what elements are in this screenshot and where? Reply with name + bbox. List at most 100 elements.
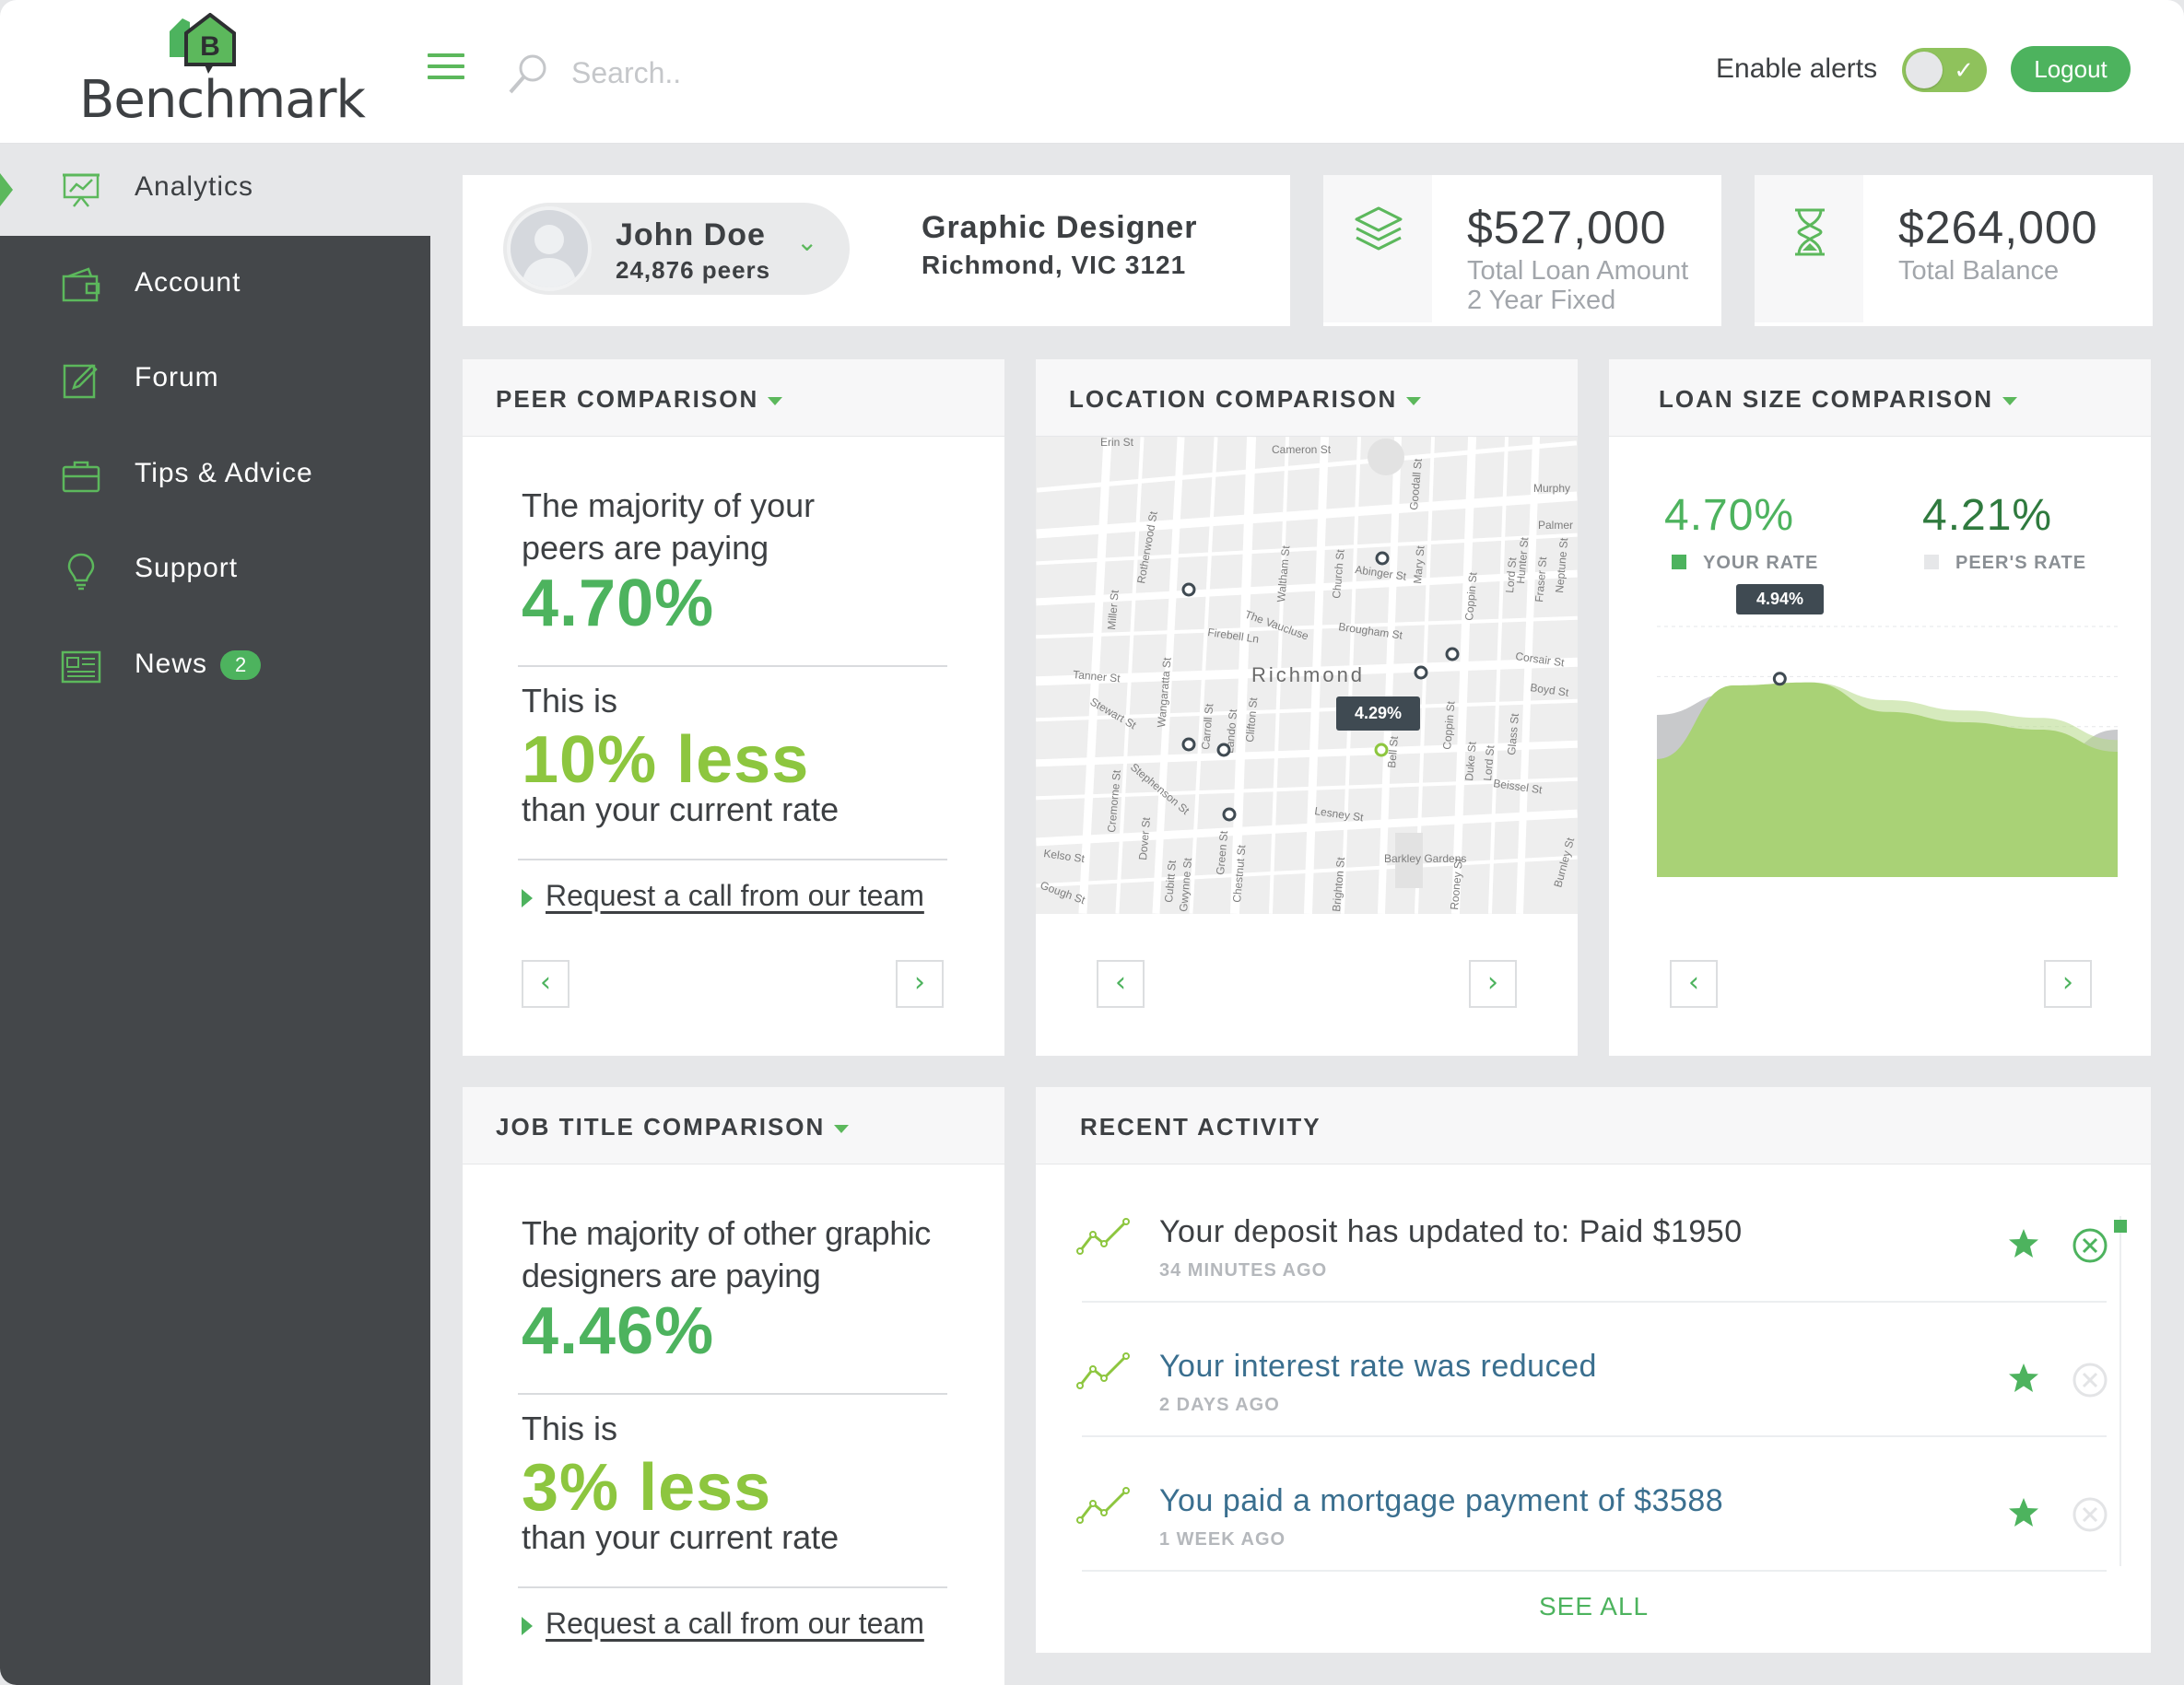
map-street-label: Wangaratta St: [1155, 656, 1174, 728]
activity-scroll-track[interactable]: [2119, 1216, 2121, 1566]
job-title: Graphic Designer: [922, 210, 1198, 245]
sidebar-item-label: News 2: [135, 649, 262, 681]
job-location: Richmond, VIC 3121: [922, 251, 1187, 279]
alerts-toggle[interactable]: ✓: [1902, 48, 1987, 92]
logo-letter: B: [200, 31, 220, 62]
request-call-link[interactable]: Request a call from our team: [522, 879, 924, 913]
map-street-label: Duke St: [1462, 741, 1479, 781]
location-comparison-card: LOCATION COMPARISON: [1036, 359, 1578, 1056]
activity-time: 34 MINUTES AGO: [1159, 1260, 1328, 1281]
card-title-text: LOCATION COMPARISON: [1069, 385, 1398, 413]
card-title-text: LOAN SIZE COMPARISON: [1659, 385, 1994, 413]
sidebar-item-analytics[interactable]: Analytics: [0, 144, 430, 236]
map-street-label: Chestnut St: [1230, 844, 1248, 903]
map-street-label: Carroll St: [1199, 703, 1215, 751]
street-map: Erin St Cameron St Murphy Palmer Rotherw…: [1036, 437, 1578, 914]
job-intro-line2: designers are paying: [522, 1257, 821, 1294]
map-street-label: Tanner St: [1073, 668, 1121, 685]
pencil-edit-icon: [63, 364, 98, 399]
prev-button[interactable]: ‹: [522, 960, 569, 1008]
card-title-text: PEER COMPARISON: [496, 385, 759, 413]
map-pins: [1181, 551, 1460, 822]
sidebar-item-account[interactable]: Account: [0, 240, 430, 332]
map-street-label: Cremorne St: [1105, 769, 1123, 834]
star-icon[interactable]: [2007, 1496, 2040, 1529]
divider: [518, 1393, 947, 1395]
search-input[interactable]: [571, 50, 1032, 96]
sidebar-item-label: Support: [135, 553, 239, 583]
map-pin: [1414, 665, 1428, 680]
recent-activity-card: RECENT ACTIVITY Your deposit has updated…: [1036, 1087, 2151, 1653]
card-title[interactable]: LOCATION COMPARISON: [1069, 385, 1422, 414]
triangle-right-icon: [522, 1616, 533, 1635]
activity-scroll-thumb[interactable]: [2114, 1220, 2127, 1233]
sidebar-item-news[interactable]: News 2: [0, 621, 430, 713]
trend-line-icon: [1076, 1218, 1130, 1255]
loan-size-area-chart: 20212223242526: [1657, 626, 2118, 877]
sidebar-item-label: Forum: [135, 362, 219, 392]
total-balance-card: $264,000 Total Balance: [1755, 175, 2153, 326]
divider: [1082, 1435, 2107, 1437]
map-street-label: Rooney St: [1448, 858, 1465, 911]
sidebar-item-forum[interactable]: Forum: [0, 334, 430, 427]
map-street-label: Mary St: [1411, 544, 1427, 584]
sidebar-item-support[interactable]: Support: [0, 525, 430, 617]
profile-switcher[interactable]: John Doe 24,876 peers ⌄: [503, 203, 850, 295]
total-balance-label: Total Balance: [1898, 256, 2060, 286]
location-map[interactable]: Erin St Cameron St Murphy Palmer Rotherw…: [1036, 437, 1578, 914]
request-call-link[interactable]: Request a call from our team: [522, 1607, 924, 1641]
activity-item[interactable]: Your deposit has updated to: Paid $1950 …: [1076, 1183, 2184, 1317]
chart-tooltip: 4.94%: [1736, 584, 1825, 614]
card-title[interactable]: PEER COMPARISON: [496, 385, 783, 414]
activity-item[interactable]: You paid a mortgage payment of $3588 1 W…: [1076, 1452, 2184, 1586]
map-street-label: Lord St: [1481, 744, 1497, 781]
card-header: JOB TITLE COMPARISON: [463, 1087, 1004, 1164]
job-intro-line1: The majority of other graphic: [522, 1214, 931, 1252]
close-circle-icon[interactable]: [2072, 1362, 2108, 1398]
peer-intro-line1: The majority of your: [522, 486, 816, 524]
map-street-label: Erin St: [1100, 437, 1134, 449]
caret-down-icon: [768, 396, 783, 405]
see-all-link[interactable]: SEE ALL: [1539, 1592, 1650, 1621]
peer-diff-value: 10% less: [522, 723, 810, 797]
divider: [518, 859, 947, 860]
divider: [1082, 1570, 2107, 1572]
peer-intro-text: The majority of your peers are paying: [522, 485, 815, 569]
map-street-label: Green St: [1214, 830, 1230, 876]
map-street-label: Fraser St: [1532, 556, 1549, 603]
menu-toggle-icon[interactable]: [428, 53, 464, 87]
stack-layers-icon: [1355, 206, 1403, 251]
map-street-label: Dover St: [1136, 816, 1153, 860]
activity-item[interactable]: Your interest rate was reduced 2 DAYS AG…: [1076, 1317, 2184, 1452]
benchmark-logo[interactable]: B Benchmark: [79, 13, 366, 130]
check-icon: ✓: [1954, 56, 1974, 84]
prev-button[interactable]: ‹: [1097, 960, 1145, 1008]
activity-title: You paid a mortgage payment of $3588: [1159, 1483, 1724, 1518]
star-icon[interactable]: [2007, 1362, 2040, 1395]
enable-alerts-label: Enable alerts: [1716, 53, 1878, 84]
close-circle-icon[interactable]: [2072, 1496, 2108, 1533]
next-button[interactable]: ›: [1469, 960, 1517, 1008]
card-header: RECENT ACTIVITY: [1036, 1087, 2151, 1164]
activity-title: Your interest rate was reduced: [1159, 1349, 1597, 1384]
card-title[interactable]: LOAN SIZE COMPARISON: [1659, 385, 2018, 414]
news-count-badge: 2: [220, 650, 262, 681]
close-circle-icon[interactable]: [2072, 1227, 2108, 1264]
logout-button[interactable]: Logout: [2011, 46, 2131, 92]
suburb-label: Richmond: [1251, 663, 1365, 686]
sidebar-item-tips-advice[interactable]: Tips & Advice: [0, 430, 430, 522]
total-loan-label: Total Loan Amount 2 Year Fixed: [1467, 256, 1688, 315]
map-street-label: Kelso St: [1043, 847, 1086, 865]
next-button[interactable]: ›: [896, 960, 944, 1008]
loan-label-text: Total Loan Amount: [1467, 256, 1689, 286]
prev-button[interactable]: ‹: [1670, 960, 1718, 1008]
next-button[interactable]: ›: [2044, 960, 2092, 1008]
than-current-text: than your current rate: [522, 790, 840, 828]
avatar: [507, 206, 592, 291]
map-street-label: Lord St: [1503, 556, 1519, 593]
sidebar-item-label: Tips & Advice: [135, 458, 313, 488]
search-icon[interactable]: [507, 52, 551, 96]
profile-card: John Doe 24,876 peers ⌄ Graphic Designer…: [463, 175, 1290, 326]
card-title[interactable]: JOB TITLE COMPARISON: [496, 1113, 850, 1141]
star-icon[interactable]: [2007, 1227, 2040, 1260]
